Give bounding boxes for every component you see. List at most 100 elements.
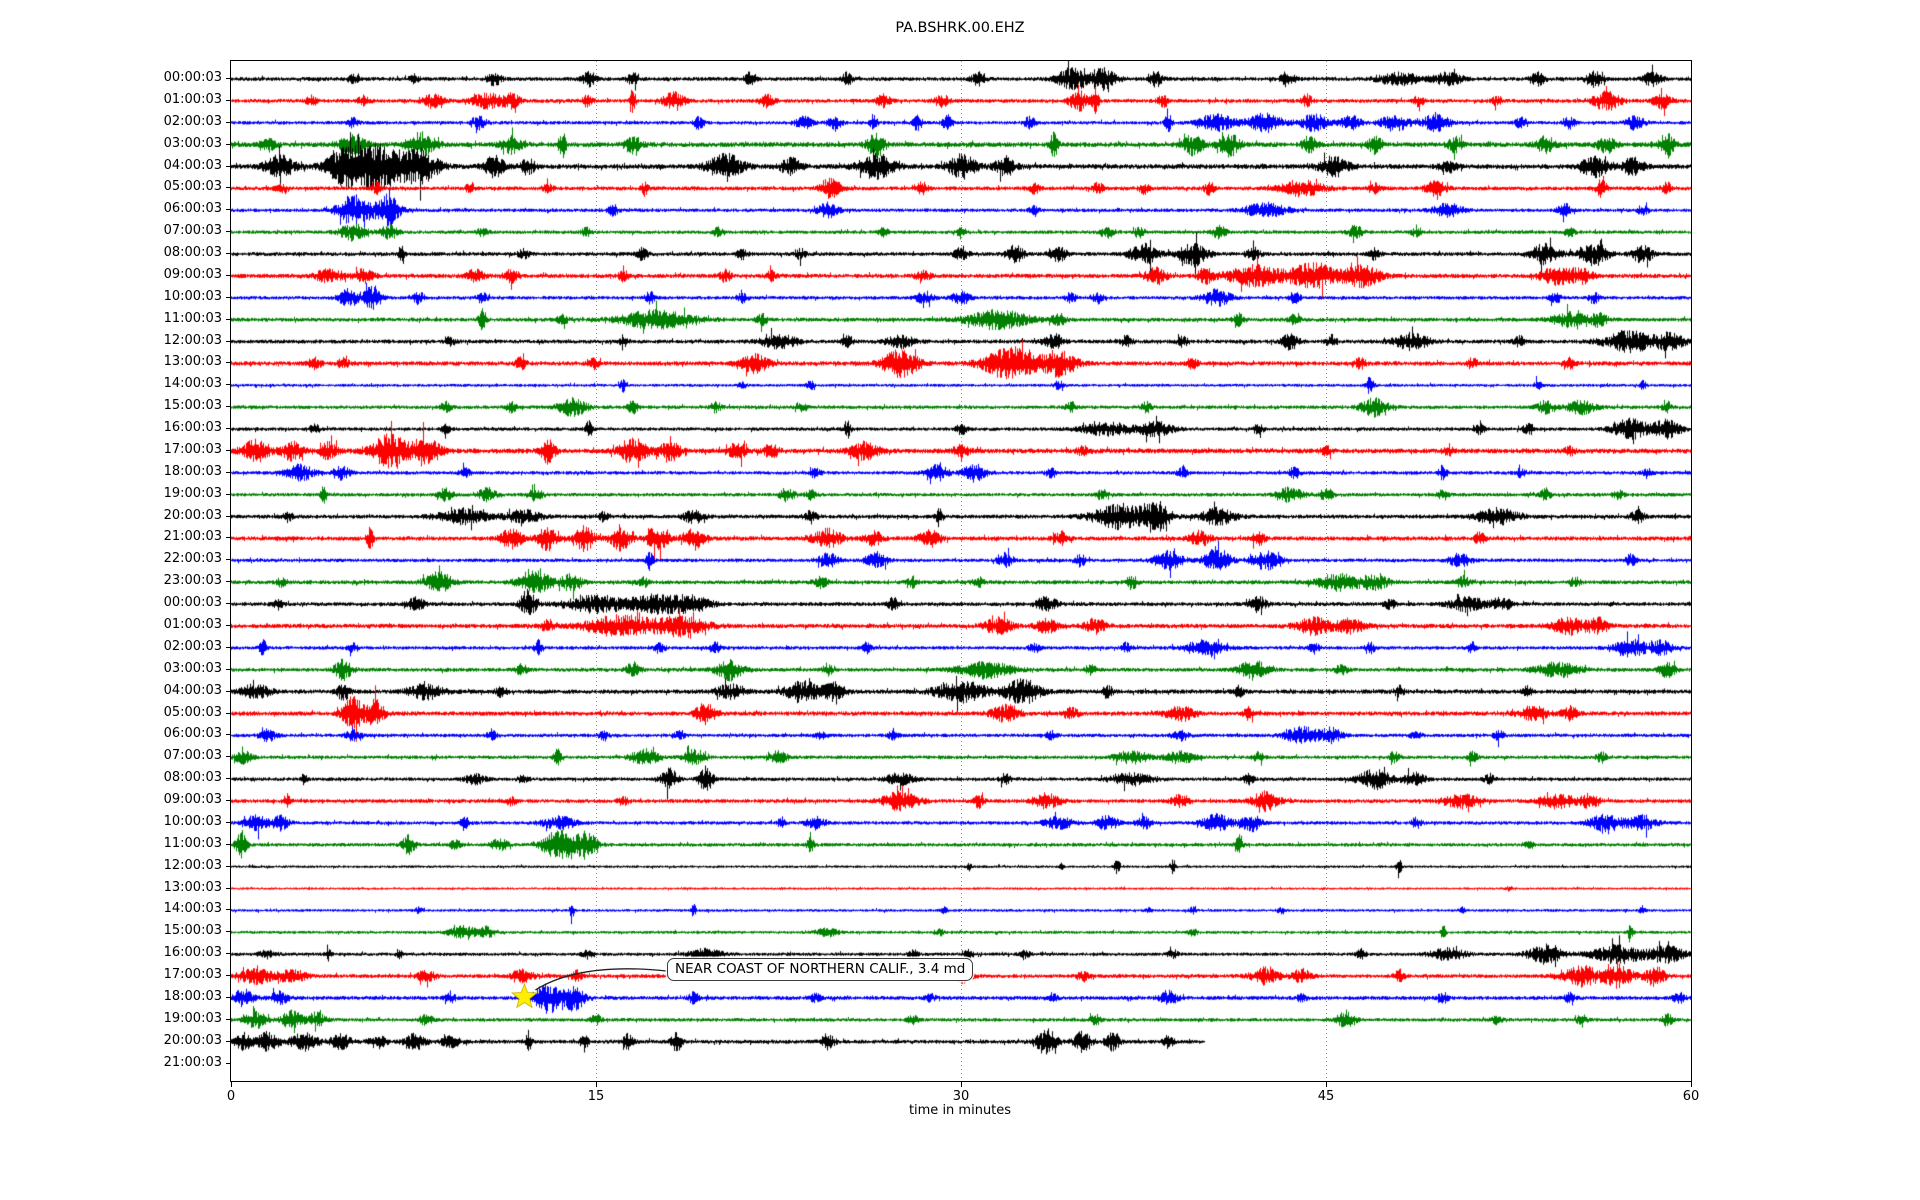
y-tick-mark <box>226 931 231 932</box>
y-tick-mark <box>226 144 231 145</box>
x-tick-label: 45 <box>1317 1089 1335 1104</box>
y-tick-mark <box>226 822 231 823</box>
y-tick-mark <box>226 800 231 801</box>
y-tick-label: 02:00:03 <box>163 113 222 129</box>
y-tick-mark <box>226 406 231 407</box>
y-tick-label: 15:00:03 <box>163 398 222 414</box>
y-tick-label: 19:00:03 <box>163 485 222 501</box>
y-tick-label: 20:00:03 <box>163 1032 222 1048</box>
y-tick-label: 16:00:03 <box>163 945 222 961</box>
y-tick-mark <box>226 888 231 889</box>
y-tick-mark <box>226 166 231 167</box>
y-tick-label: 22:00:03 <box>163 551 222 567</box>
y-tick-label: 21:00:03 <box>163 1054 222 1070</box>
y-tick-mark <box>226 909 231 910</box>
y-tick-label: 11:00:03 <box>163 835 222 851</box>
y-tick-mark <box>226 647 231 648</box>
y-tick-label: 17:00:03 <box>163 441 222 457</box>
y-tick-mark <box>226 516 231 517</box>
y-tick-mark <box>226 362 231 363</box>
y-tick-mark <box>226 472 231 473</box>
y-tick-label: 10:00:03 <box>163 813 222 829</box>
y-tick-mark <box>226 231 231 232</box>
y-tick-mark <box>226 997 231 998</box>
y-tick-label: 19:00:03 <box>163 1010 222 1026</box>
y-tick-mark <box>226 275 231 276</box>
y-tick-label: 23:00:03 <box>163 573 222 589</box>
y-tick-label: 04:00:03 <box>163 157 222 173</box>
y-tick-label: 03:00:03 <box>163 135 222 151</box>
y-tick-label: 02:00:03 <box>163 638 222 654</box>
y-tick-mark <box>226 1041 231 1042</box>
y-tick-label: 13:00:03 <box>163 354 222 370</box>
y-tick-mark <box>226 341 231 342</box>
y-tick-label: 00:00:03 <box>163 595 222 611</box>
y-tick-mark <box>226 625 231 626</box>
y-tick-mark <box>226 669 231 670</box>
y-tick-label: 00:00:03 <box>163 70 222 85</box>
x-tick-mark <box>596 1082 597 1087</box>
y-tick-mark <box>226 756 231 757</box>
y-tick-label: 17:00:03 <box>163 967 222 983</box>
y-tick-label: 11:00:03 <box>163 310 222 326</box>
x-tick-label: 30 <box>952 1089 970 1104</box>
y-tick-mark <box>226 1019 231 1020</box>
plot-area <box>230 60 1692 1082</box>
y-tick-label: 07:00:03 <box>163 223 222 239</box>
y-tick-mark <box>226 494 231 495</box>
y-tick-label: 10:00:03 <box>163 288 222 304</box>
y-tick-label: 03:00:03 <box>163 660 222 676</box>
y-tick-label: 12:00:03 <box>163 857 222 873</box>
y-tick-mark <box>226 866 231 867</box>
y-tick-label: 18:00:03 <box>163 988 222 1004</box>
y-tick-label: 18:00:03 <box>163 463 222 479</box>
y-tick-mark <box>226 537 231 538</box>
x-tick-mark <box>231 1082 232 1087</box>
y-tick-mark <box>226 603 231 604</box>
y-tick-label: 12:00:03 <box>163 332 222 348</box>
x-axis-label: time in minutes <box>908 1103 1012 1118</box>
y-tick-label: 14:00:03 <box>163 376 222 392</box>
y-tick-label: 09:00:03 <box>163 266 222 282</box>
x-tick-mark <box>961 1082 962 1087</box>
y-tick-mark <box>226 691 231 692</box>
y-tick-mark <box>226 953 231 954</box>
x-tick-label: 15 <box>587 1089 605 1104</box>
y-tick-mark <box>226 187 231 188</box>
y-tick-mark <box>226 844 231 845</box>
event-annotation: NEAR COAST OF NORTHERN CALIF., 3.4 md <box>667 958 974 981</box>
y-tick-label: 08:00:03 <box>163 770 222 786</box>
y-tick-label: 16:00:03 <box>163 420 222 436</box>
y-tick-mark <box>226 450 231 451</box>
y-tick-mark <box>226 253 231 254</box>
y-tick-label: 13:00:03 <box>163 879 222 895</box>
y-tick-mark <box>226 100 231 101</box>
y-tick-label: 09:00:03 <box>163 792 222 808</box>
y-tick-mark <box>226 559 231 560</box>
y-tick-mark <box>226 209 231 210</box>
y-tick-mark <box>226 734 231 735</box>
y-tick-label: 01:00:03 <box>163 91 222 107</box>
page-title: PA.BSHRK.00.EHZ <box>895 20 1025 36</box>
x-tick-label: 0 <box>226 1089 236 1104</box>
y-tick-label: 01:00:03 <box>163 617 222 632</box>
y-tick-label: 14:00:03 <box>163 901 222 917</box>
y-tick-label: 05:00:03 <box>163 179 222 195</box>
y-tick-label: 07:00:03 <box>163 748 222 764</box>
y-tick-label: 05:00:03 <box>163 704 222 720</box>
y-tick-mark <box>226 319 231 320</box>
y-tick-label: 08:00:03 <box>163 245 222 261</box>
y-tick-mark <box>226 975 231 976</box>
y-tick-label: 04:00:03 <box>163 682 222 698</box>
y-tick-mark <box>226 428 231 429</box>
x-tick-mark <box>1691 1082 1692 1087</box>
y-tick-label: 15:00:03 <box>163 923 222 939</box>
y-tick-mark <box>226 713 231 714</box>
y-tick-mark <box>226 778 231 779</box>
x-tick-label: 60 <box>1682 1089 1700 1104</box>
y-tick-label: 06:00:03 <box>163 726 222 742</box>
y-tick-mark <box>226 122 231 123</box>
y-tick-mark <box>226 78 231 79</box>
y-tick-mark <box>226 581 231 582</box>
